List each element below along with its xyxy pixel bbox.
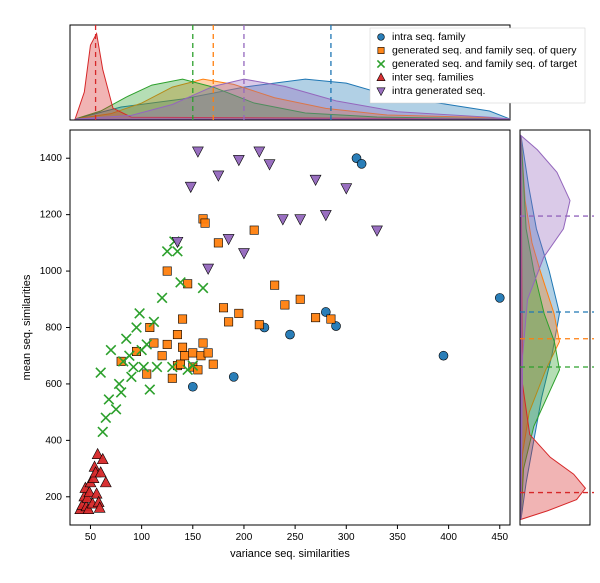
series-gen_target (96, 237, 208, 437)
x-tick-label: 450 (491, 532, 508, 543)
figure: 50 100 150 200 250 300 350 400 450 200 400 600 800 10… (0, 0, 600, 583)
legend-label: generated seq. and family seq. of query (392, 45, 577, 57)
legend-label: generated seq. and family seq. of target (392, 58, 577, 70)
x-tick-label: 300 (338, 532, 355, 543)
series-inter_families (75, 448, 111, 513)
y-tick-label: 1200 (40, 210, 63, 221)
x-tick-label: 50 (85, 532, 97, 543)
x-tick-label: 400 (440, 532, 457, 543)
y-tick-label: 1400 (40, 153, 63, 164)
legend-label: intra seq. family (392, 31, 466, 43)
x-tick-label: 100 (133, 532, 150, 543)
y-tick-label: 200 (45, 492, 62, 503)
x-tick-label: 350 (389, 532, 406, 543)
series-intra_generated (172, 147, 382, 274)
legend-item-intra_generated: intra generated seq. (377, 85, 485, 97)
legend-item-inter_families: inter seq. families (377, 72, 474, 84)
legend-item-gen_query: generated seq. and family seq. of query (378, 45, 577, 57)
legend-item-gen_target: generated seq. and family seq. of target (377, 58, 577, 70)
x-tick-label: 150 (184, 532, 201, 543)
legend-label: inter seq. families (392, 72, 474, 84)
x-axis-label: variance seq. similarities (230, 548, 350, 560)
legend-label: intra generated seq. (392, 85, 485, 97)
y-axis-label: mean seq. similarities (21, 274, 33, 380)
x-tick-label: 200 (236, 532, 253, 543)
x-tick-label: 250 (287, 532, 304, 543)
y-tick-label: 400 (45, 435, 62, 446)
y-tick-label: 1000 (40, 266, 63, 277)
y-tick-label: 600 (45, 379, 62, 390)
y-tick-label: 800 (45, 323, 62, 334)
